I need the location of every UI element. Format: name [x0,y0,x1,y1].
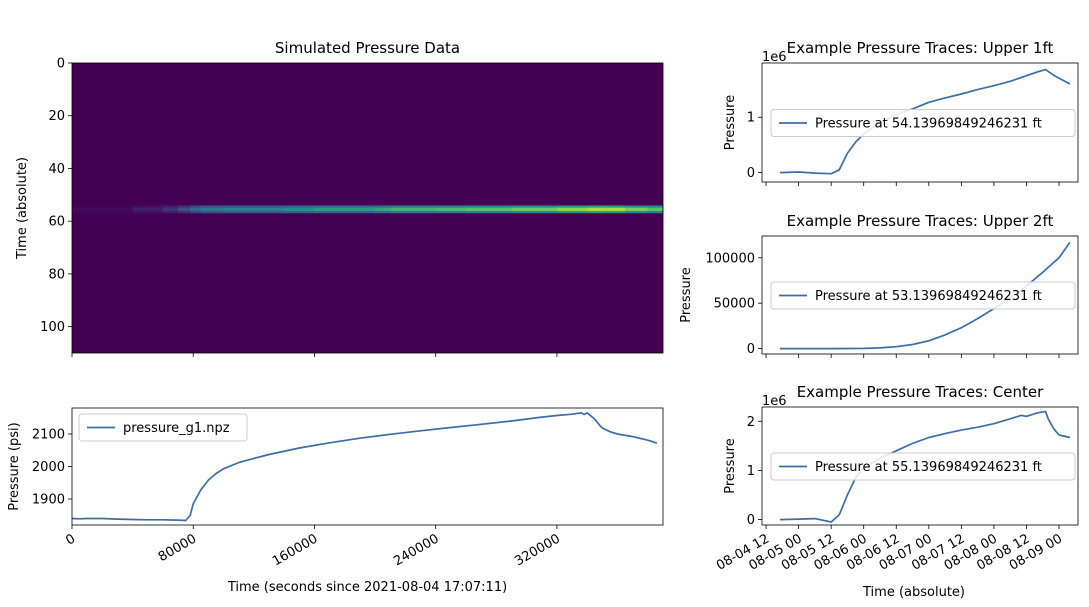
center-title: Example Pressure Traces: Center [797,383,1044,401]
pressure-line-ytick-label: 2100 [32,428,65,443]
center-ytick-label: 2 [747,415,755,430]
upper-1ft-title: Example Pressure Traces: Upper 1ft [787,39,1054,57]
heatmap-cell-core [162,207,179,212]
upper-2ft-ytick-label: 50000 [714,297,755,312]
heatmap-cell-core [647,207,664,212]
upper-2ft-ytick-label: 0 [747,342,755,357]
center-ytick-label: 1 [747,464,755,479]
pressure-line-ylabel: Pressure (psi) [7,422,22,510]
heatmap-cell-core [200,207,225,212]
center-xlabel: Time (absolute) [862,585,965,600]
heatmap-cell-core [132,207,164,212]
pressure-line-xtick-label: 160000 [270,531,320,569]
heatmap-cell-core [190,207,202,212]
heatmap-cell-core [375,207,391,212]
center-ylabel: Pressure [723,438,738,494]
heatmap-ytick-label: 20 [48,109,65,124]
upper-1ft-offset-label: 1e6 [762,50,787,65]
pressure-line-ytick-label: 1900 [32,493,65,508]
heatmap-cell-core [178,207,191,212]
center-ytick-label: 0 [747,513,755,528]
center-frame [761,406,1079,526]
heatmap-cell-core [72,207,134,212]
upper-1ft-series-line [779,68,1071,175]
heatmap-cell-core [556,207,588,212]
center-legend-label: Pressure at 55.13969849246231 ft [815,460,1042,475]
upper-2ft-legend-label: Pressure at 53.13969849246231 ft [815,289,1042,304]
heatmap-cell-core [625,207,649,212]
pressure-line-xlabel: Time (seconds since 2021-08-04 17:07:11) [227,580,507,595]
heatmap-cell-core [435,207,467,212]
pressure-line-xtick-label: 240000 [391,531,441,569]
pressure-line-xtick-label: 320000 [512,531,562,569]
upper-2ft-title: Example Pressure Traces: Upper 2ft [787,212,1054,230]
pressure-line-series-line [71,412,658,522]
pressure-line-legend-label: pressure_g1.npz [123,421,230,436]
center-legend-box [770,452,1076,481]
pressure-line-legend-box [78,413,248,442]
heatmap-cell-core [587,207,603,212]
pressure-line-xtick-label: 80000 [156,531,199,565]
heatmap-cell-core [602,207,626,212]
heatmap-frame [71,62,664,354]
heatmap-cell-core [314,207,376,212]
upper-1ft-ylabel: Pressure [723,95,738,151]
center-offset-label: 1e6 [762,394,787,409]
upper-1ft-frame [761,62,1079,183]
heatmap-cell-core [390,207,437,212]
heatmap-title: Simulated Pressure Data [275,39,460,57]
heatmap-ylabel: Time (absolute) [15,157,30,260]
upper-2ft-ytick-label: 100000 [705,251,755,266]
upper-1ft-ytick-label: 1 [747,111,755,126]
upper-1ft-ytick-label: 0 [747,166,755,181]
upper-2ft-frame [761,235,1079,355]
heatmap-cell-core [511,207,558,212]
upper-2ft-legend-box [770,281,1076,310]
heatmap-ytick-label: 0 [57,57,65,72]
heatmap-ytick-label: 60 [48,215,65,230]
upper-1ft-legend-label: Pressure at 54.13969849246231 ft [815,117,1042,132]
heatmap-cell-core [466,207,512,212]
pressure-line-ytick-label: 2000 [32,460,65,475]
center-series-line [779,410,1071,523]
heatmap-ytick-label: 80 [48,267,65,282]
pressure-line-xtick-label: 0 [63,531,78,548]
heatmap-ytick-label: 100 [40,320,65,335]
upper-2ft-series-line [779,241,1071,350]
heatmap-ytick-label: 40 [48,162,65,177]
heatmap-cell-core [284,207,315,212]
upper-2ft-ylabel: Pressure [679,267,694,323]
upper-1ft-legend-box [770,109,1076,137]
heatmap-cell-core [223,207,285,212]
